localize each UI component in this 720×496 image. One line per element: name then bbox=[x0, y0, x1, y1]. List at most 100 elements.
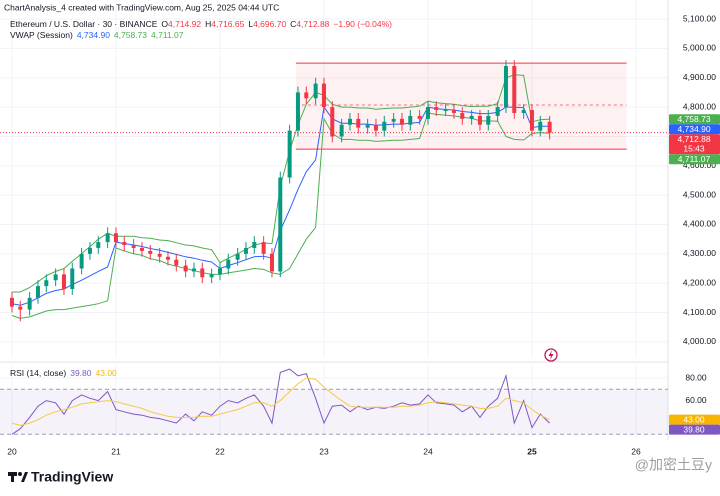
brand-logo[interactable] bbox=[8, 472, 28, 482]
candle-body bbox=[391, 118, 396, 122]
candle-body bbox=[61, 274, 66, 290]
y-tick-label: 4,900.00 bbox=[683, 72, 716, 82]
price-tag bbox=[669, 414, 720, 425]
candle-body bbox=[503, 66, 508, 108]
candle-body bbox=[529, 110, 534, 131]
candle-body bbox=[547, 121, 552, 133]
candle-body bbox=[434, 107, 439, 111]
l-label: L bbox=[248, 19, 253, 29]
candle-body bbox=[521, 110, 526, 113]
candle-body bbox=[460, 112, 465, 119]
candle-body bbox=[174, 259, 179, 266]
candle-body bbox=[87, 247, 92, 254]
candle-body bbox=[79, 253, 84, 269]
candle-body bbox=[287, 130, 292, 178]
candle-body bbox=[157, 253, 162, 257]
h-value: 4,716.65 bbox=[211, 19, 244, 29]
price-tag-label: 43.00 bbox=[683, 414, 705, 424]
y-tick-label: 4,600.00 bbox=[683, 160, 716, 170]
candle-body bbox=[321, 83, 326, 108]
price-tag bbox=[669, 114, 720, 125]
candle-body bbox=[9, 297, 14, 307]
candle-body bbox=[261, 242, 266, 254]
candle-body bbox=[139, 247, 144, 251]
candle-body bbox=[226, 259, 231, 269]
candle-body bbox=[200, 268, 205, 278]
range-box bbox=[295, 63, 627, 150]
c-label: C bbox=[290, 19, 296, 29]
candle-body bbox=[165, 256, 170, 260]
y-tick-label: 4,200.00 bbox=[683, 277, 716, 287]
candle-body bbox=[477, 115, 482, 125]
candle-body bbox=[35, 286, 40, 298]
candle-body bbox=[70, 268, 75, 290]
candle-body bbox=[243, 247, 248, 254]
plot-layer: 20 21 22 23 24 25 26 4,000.00 4,100.00 4,200.00 4,… bbox=[0, 0, 720, 456]
rsi-ma-value: 43.00 bbox=[96, 368, 118, 378]
price-tag-label: 4,712.88 bbox=[677, 134, 710, 144]
c-value: 4,712.88 bbox=[296, 19, 329, 29]
y-tick-label: 4,400.00 bbox=[683, 219, 716, 229]
vwap-lower-value: 4,711.07 bbox=[151, 30, 184, 40]
y-tick-label: 4,500.00 bbox=[683, 189, 716, 199]
y-tick-label: 5,000.00 bbox=[683, 43, 716, 53]
rsi-tick-label: 80.00 bbox=[685, 372, 707, 382]
brand: TradingView bbox=[31, 469, 113, 485]
change: −1.90 (−0.04%) bbox=[333, 19, 392, 29]
candle-body bbox=[347, 118, 352, 125]
x-tick-label: 26 bbox=[631, 446, 641, 456]
candle-body bbox=[339, 124, 344, 137]
price-tag-label: 4,758.73 bbox=[677, 114, 710, 124]
x-tick-label: 23 bbox=[319, 446, 329, 456]
candle-body bbox=[278, 177, 283, 272]
alert-icon[interactable] bbox=[544, 348, 558, 362]
candle-body bbox=[295, 92, 300, 131]
vwap-label: VWAP (Session) bbox=[10, 30, 73, 40]
price-tag-label: 39.80 bbox=[683, 424, 705, 434]
y-tick-label: 4,300.00 bbox=[683, 248, 716, 258]
candle-body bbox=[53, 274, 58, 281]
l-value: 4,696.70 bbox=[253, 19, 286, 29]
candle-body bbox=[495, 107, 500, 116]
rsi-line bbox=[11, 368, 550, 435]
vwap-legend: VWAP (Session) 4,734.90 4,758.73 4,711.07 bbox=[10, 30, 184, 40]
price-tag bbox=[669, 154, 720, 165]
o-label: O bbox=[161, 19, 168, 29]
x-tick-label: 20 bbox=[7, 446, 17, 456]
price-tag-label: 4,734.90 bbox=[677, 124, 710, 134]
candle-body bbox=[443, 110, 448, 112]
candle-body bbox=[373, 124, 378, 131]
candle-body bbox=[191, 268, 196, 272]
candle-body bbox=[235, 253, 240, 260]
price-tag bbox=[669, 124, 720, 135]
candle-body bbox=[469, 115, 474, 119]
rsi-band bbox=[0, 389, 668, 435]
y-tick-label: 5,100.00 bbox=[683, 13, 716, 23]
candle-body bbox=[313, 83, 318, 99]
y-tick-label: 4,000.00 bbox=[683, 336, 716, 346]
price-tag bbox=[669, 134, 720, 155]
candle-body bbox=[252, 242, 257, 248]
price-tag bbox=[669, 424, 720, 435]
candle-body bbox=[408, 115, 413, 125]
x-tick-label: 24 bbox=[423, 446, 433, 456]
rsi-label: RSI (14, close) bbox=[10, 368, 66, 378]
price-tag-time: 15:43 bbox=[683, 143, 705, 153]
candle-body bbox=[486, 115, 491, 125]
candle-body bbox=[538, 121, 543, 131]
candle-body bbox=[105, 233, 110, 243]
symbol-line: Ethereum / U.S. Dollar · 30 · BINANCE O 4,… bbox=[10, 19, 392, 29]
candle-body bbox=[44, 280, 49, 287]
vwap-value: 4,734.90 bbox=[77, 30, 110, 40]
symbol: Ethereum / U.S. Dollar · 30 · BINANCE bbox=[10, 19, 158, 29]
candle-body bbox=[131, 245, 136, 248]
candle-body bbox=[96, 242, 101, 248]
candle-body bbox=[217, 268, 222, 275]
candle-body bbox=[399, 118, 404, 125]
candle-body bbox=[148, 250, 153, 254]
candle-body bbox=[113, 233, 118, 243]
x-tick-label: 21 bbox=[111, 446, 121, 456]
rsi-tick-label: 60.00 bbox=[685, 395, 707, 405]
